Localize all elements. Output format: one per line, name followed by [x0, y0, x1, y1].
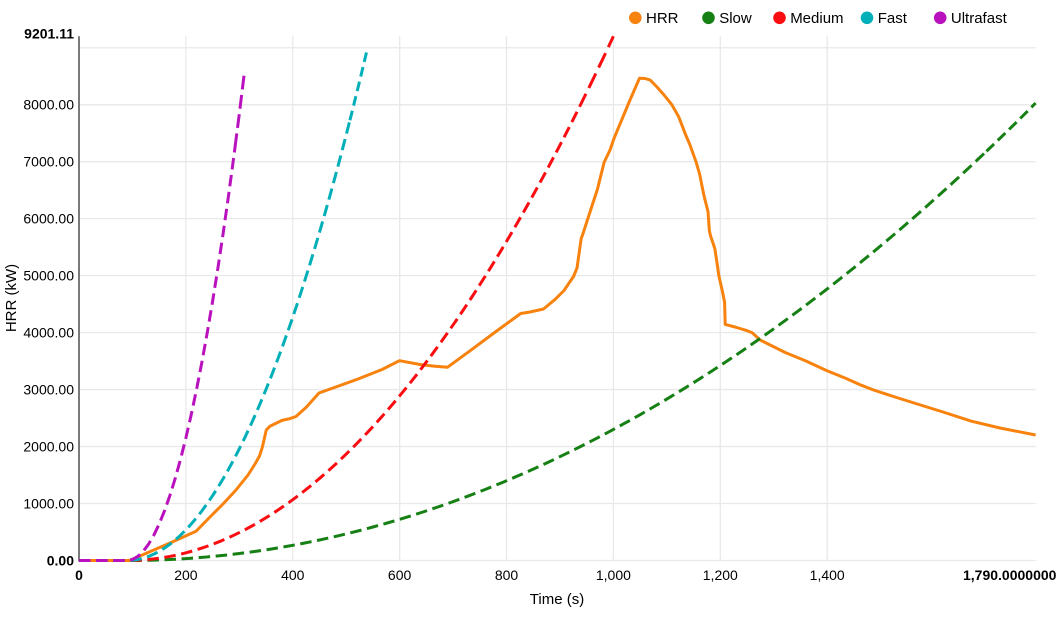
svg-text:2000.00: 2000.00 [23, 438, 74, 454]
svg-text:1,200: 1,200 [703, 567, 738, 583]
svg-text:0: 0 [75, 567, 83, 583]
svg-text:3000.00: 3000.00 [23, 382, 74, 398]
svg-text:Medium: Medium [790, 10, 843, 27]
svg-text:200: 200 [174, 567, 198, 583]
svg-text:HRR (kW): HRR (kW) [3, 264, 20, 332]
svg-text:1,000: 1,000 [596, 567, 631, 583]
svg-text:Ultrafast: Ultrafast [951, 10, 1008, 27]
svg-text:600: 600 [388, 567, 412, 583]
svg-text:1,400: 1,400 [810, 567, 845, 583]
svg-text:1,790.0000000000: 1,790.0000000000 [963, 567, 1056, 583]
svg-text:9201.11: 9201.11 [24, 26, 74, 42]
svg-text:Slow: Slow [719, 10, 752, 27]
svg-text:5000.00: 5000.00 [23, 268, 74, 284]
svg-text:4000.00: 4000.00 [23, 325, 74, 341]
svg-text:8000.00: 8000.00 [23, 97, 74, 113]
svg-text:0.00: 0.00 [47, 552, 74, 568]
svg-text:800: 800 [495, 567, 519, 583]
svg-text:HRR: HRR [646, 10, 679, 27]
svg-text:6000.00: 6000.00 [23, 211, 74, 227]
svg-text:Time (s): Time (s) [530, 591, 584, 608]
svg-text:400: 400 [281, 567, 305, 583]
svg-text:Fast: Fast [878, 10, 908, 27]
svg-text:7000.00: 7000.00 [23, 154, 74, 170]
svg-text:1000.00: 1000.00 [23, 495, 74, 511]
